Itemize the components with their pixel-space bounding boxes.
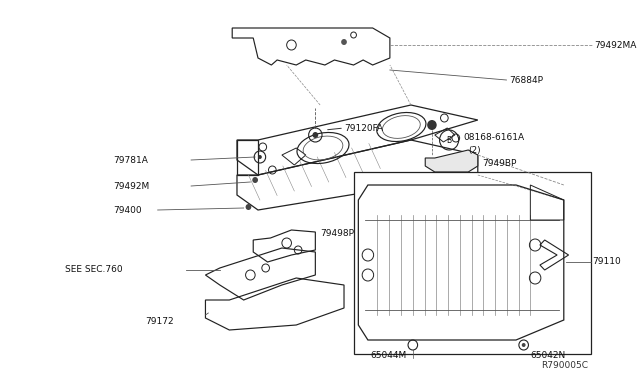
Circle shape <box>312 132 318 138</box>
Bar <box>353 172 591 354</box>
Circle shape <box>522 343 525 347</box>
Circle shape <box>427 120 436 130</box>
Circle shape <box>246 204 252 210</box>
Text: 79492M: 79492M <box>113 182 149 190</box>
Text: 7949BP: 7949BP <box>483 158 517 167</box>
Text: B: B <box>447 135 452 144</box>
Text: 76884P: 76884P <box>509 76 543 84</box>
Circle shape <box>252 177 258 183</box>
Text: 08168-6161A: 08168-6161A <box>463 132 525 141</box>
Text: 79172: 79172 <box>145 317 174 327</box>
Circle shape <box>258 155 262 159</box>
Circle shape <box>341 39 347 45</box>
Text: 65042N: 65042N <box>531 350 566 359</box>
Text: 79120FA: 79120FA <box>344 124 383 132</box>
Text: 79400: 79400 <box>113 205 141 215</box>
Polygon shape <box>425 150 478 172</box>
Text: (2): (2) <box>468 145 481 154</box>
Text: 65044M: 65044M <box>371 350 407 359</box>
Text: SEE SEC.760: SEE SEC.760 <box>65 266 123 275</box>
Text: 79110: 79110 <box>593 257 621 266</box>
Text: 79781A: 79781A <box>113 155 148 164</box>
Text: 79492MA: 79492MA <box>595 41 637 49</box>
Text: 79498P: 79498P <box>320 228 354 237</box>
Text: R790005C: R790005C <box>541 360 588 369</box>
